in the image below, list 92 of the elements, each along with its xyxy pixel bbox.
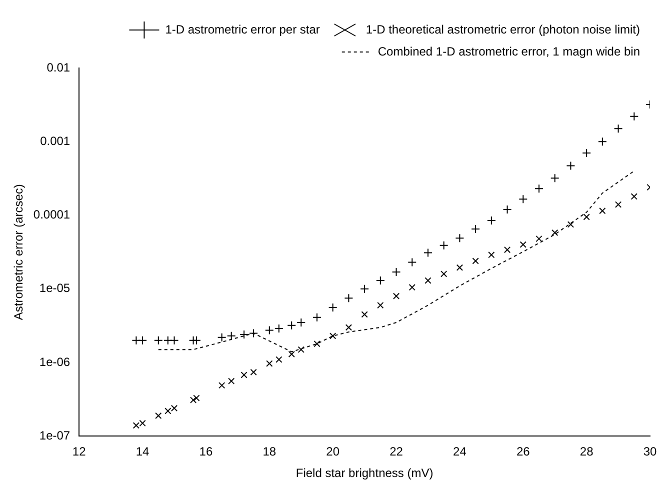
point [190,396,197,404]
point [192,336,201,345]
point [276,356,282,363]
point [520,241,526,248]
point [138,336,148,345]
x-axis-title: Field star brightness (mV) [296,466,434,480]
x-tick-label: 30 [643,444,657,459]
point [240,330,249,340]
legend-label: 1-D theoretical astrometric error (photon noise limit) [366,22,640,36]
x-tick-label: 26 [516,444,530,459]
point [274,324,284,334]
y-tick-label: 1e-06 [39,354,70,369]
x-tick-label: 28 [580,444,594,459]
x-tick-label: 24 [453,444,467,459]
point [249,328,258,338]
point [471,224,480,234]
point [344,294,354,303]
y-tick-label: 1e-05 [39,281,70,296]
point [582,148,592,158]
point [154,336,163,345]
point [424,277,432,284]
point [408,284,416,291]
point [312,312,322,322]
x-tick-label: 16 [199,444,213,459]
point [218,382,226,389]
point [472,258,479,264]
point [217,332,226,342]
point [361,311,368,318]
point [193,394,200,402]
point [226,331,236,340]
point [614,201,622,208]
point [598,137,607,146]
point [502,204,512,214]
point [314,340,320,348]
x-tick-label: 20 [326,444,340,459]
point [163,336,172,345]
point [455,234,464,243]
y-axis-title: Astrometric error (arcsec) [12,184,26,320]
point [170,404,178,412]
point [440,270,448,278]
legend-label: Combined 1-D astrometric error, 1 magn wide bin [378,44,640,58]
point [566,161,576,170]
point [456,264,464,271]
y-tick-label: 0.01 [46,60,70,74]
point [287,320,296,330]
point [518,194,528,204]
point [408,258,417,267]
point [264,326,274,335]
point [139,420,146,427]
point [240,372,248,378]
point [345,324,352,331]
legend-label: 1-D astrometric error per star [165,22,320,36]
point [250,368,257,376]
point [439,240,448,250]
y-tick-label: 0.0001 [33,208,70,222]
point [552,229,558,236]
point [630,193,638,200]
point [360,284,370,294]
point [298,346,304,353]
point [630,112,639,121]
point [550,174,560,183]
point [228,378,235,384]
y-tick-label: 1e-07 [39,428,70,443]
point [536,235,542,242]
point [599,207,606,214]
point [164,408,172,414]
point [155,412,162,419]
point [423,248,432,258]
point [376,276,385,286]
point [583,214,590,220]
point [132,422,140,429]
x-tick-label: 18 [262,444,276,459]
point [377,302,384,309]
point [488,252,495,258]
point [132,336,141,345]
point [328,302,338,312]
y-tick-label: 0.001 [40,134,70,148]
point [504,246,511,254]
point [567,221,574,228]
point [266,360,273,367]
point [288,350,295,358]
point [486,216,496,225]
x-tick-label: 22 [390,444,404,459]
x-tick-label: 12 [72,444,86,459]
x-tick-label: 14 [136,444,150,459]
point [392,292,400,300]
point [534,184,544,194]
point [296,318,306,327]
point [330,332,336,340]
point [170,336,179,345]
point [614,124,623,134]
point [392,267,401,276]
